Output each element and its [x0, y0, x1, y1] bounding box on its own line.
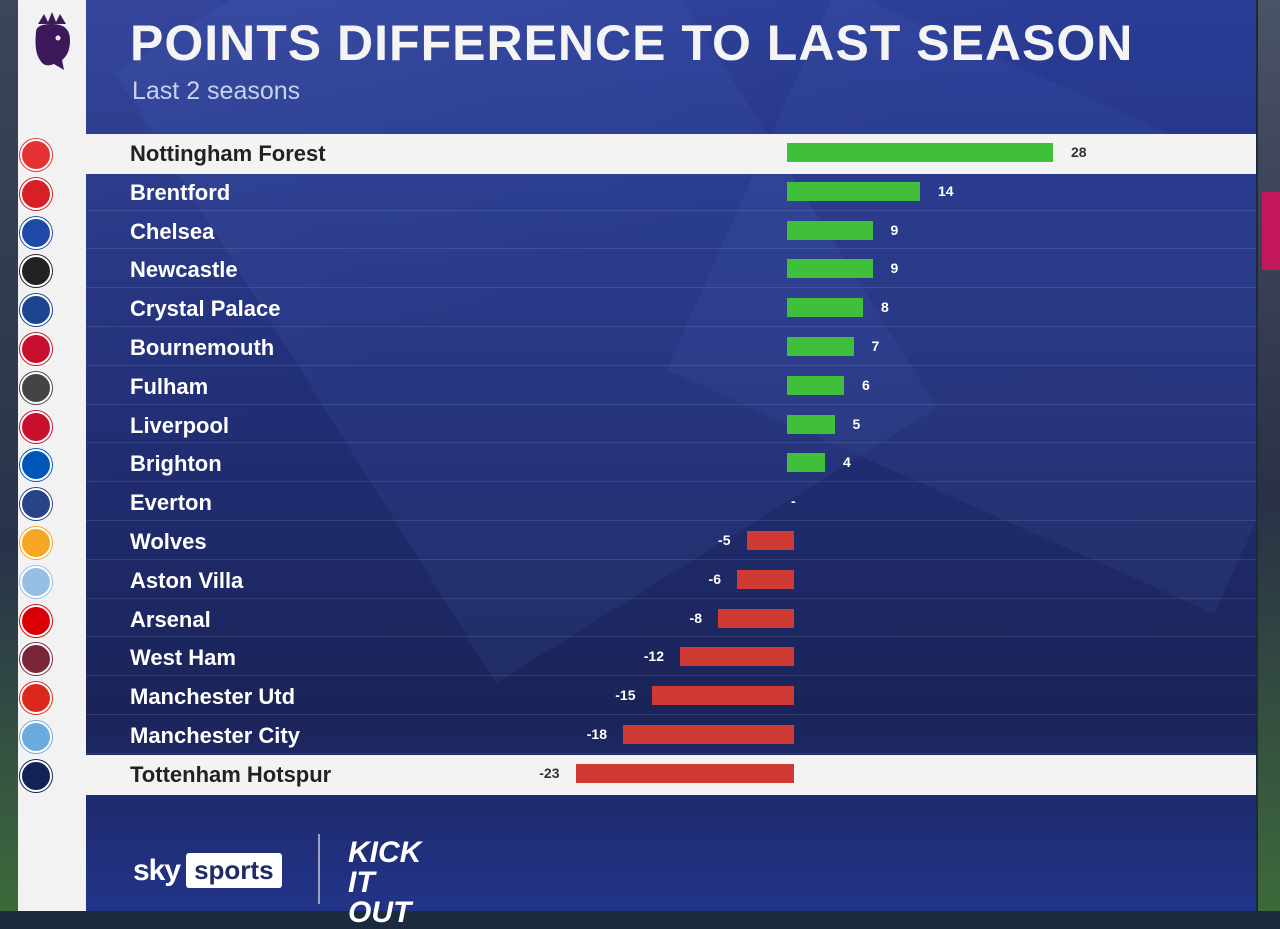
row-divider: [86, 403, 1256, 405]
wolves-badge-icon: [20, 527, 52, 559]
row-divider: [86, 442, 1256, 444]
fulham-badge-icon: [20, 371, 52, 404]
row-divider: [86, 636, 1256, 638]
team-label-liverpool: Liverpool: [130, 412, 230, 438]
value-label-arsenal: -8: [689, 609, 702, 626]
bar-manchester-city: [623, 725, 794, 744]
value-label-nottingham-forest: 28: [1071, 144, 1087, 160]
chelsea-badge-icon: [20, 216, 52, 249]
chart-subtitle: Last 2 seasons: [132, 77, 301, 105]
row-divider: [86, 520, 1256, 521]
row-divider: [86, 597, 1256, 599]
team-label-newcastle: Newcastle: [130, 257, 238, 283]
brighton-badge-icon: [20, 449, 52, 482]
row-divider: [86, 714, 1256, 715]
kick-it-out-logo: KICK IT OUT: [348, 836, 422, 929]
team-label-fulham: Fulham: [130, 373, 209, 399]
value-label-liverpool: 5: [852, 415, 861, 432]
value-label-fulham: 6: [862, 376, 870, 393]
team-label-manchester-utd: Manchester Utd: [130, 684, 296, 710]
value-label-wolves: -5: [718, 532, 731, 548]
value-label-brighton: 4: [843, 454, 851, 471]
team-label-everton: Everton: [130, 490, 212, 516]
sky-wordmark: sky: [133, 853, 181, 887]
bournemouth-badge-icon: [20, 333, 52, 365]
newcastle-badge-icon: [20, 255, 52, 288]
highlight-band-nottingham-forest: [86, 134, 1256, 174]
team-label-bournemouth: Bournemouth: [130, 335, 275, 360]
aston-villa-badge-icon: [20, 565, 52, 598]
tottenham-hotspur-badge-icon: [20, 759, 52, 792]
arsenal-badge-icon: [20, 604, 52, 637]
team-label-brighton: Brighton: [130, 451, 222, 477]
stadium-background-right: [1258, 0, 1280, 911]
bar-crystal-palace: [787, 298, 863, 318]
row-divider: [86, 675, 1256, 677]
bar-newcastle: [787, 259, 873, 279]
team-label-nottingham-forest: Nottingham Forest: [130, 141, 326, 166]
bar-wolves: [746, 531, 794, 550]
row-divider: [86, 326, 1256, 327]
west-ham-badge-icon: [20, 643, 52, 676]
bar-aston-villa: [737, 569, 794, 589]
row-divider: [86, 248, 1256, 250]
row-divider: [86, 209, 1256, 211]
nottingham-forest-badge-icon: [20, 139, 52, 171]
value-label-bournemouth: 7: [871, 338, 880, 354]
team-label-manchester-city: Manchester City: [130, 723, 300, 748]
value-label-tottenham-hotspur: -23: [539, 764, 560, 781]
bar-nottingham-forest: [787, 143, 1053, 162]
bar-liverpool: [787, 414, 835, 434]
row-divider: [86, 481, 1256, 483]
liverpool-badge-icon: [20, 410, 52, 443]
value-label-manchester-utd: -15: [615, 687, 636, 704]
manchester-utd-badge-icon: [20, 682, 52, 715]
stadium-background-left: [0, 0, 18, 911]
value-label-manchester-city: -18: [586, 726, 607, 742]
row-divider: [86, 287, 1256, 289]
manchester-city-badge-icon: [20, 721, 52, 753]
team-label-tottenham-hotspur: Tottenham Hotspur: [130, 761, 332, 787]
bar-manchester-utd: [651, 686, 794, 706]
team-label-arsenal: Arsenal: [130, 606, 211, 632]
bar-bournemouth: [787, 337, 854, 356]
value-label-newcastle: 9: [890, 260, 899, 277]
chart-title: POINTS DIFFERENCE TO LAST SEASON: [130, 15, 1134, 71]
team-label-crystal-palace: Crystal Palace: [130, 296, 281, 322]
value-label-brentford: 14: [938, 182, 954, 199]
value-label-crystal-palace: 8: [881, 299, 889, 316]
value-label-chelsea: 9: [890, 221, 899, 238]
bar-west-ham: [680, 647, 794, 667]
team-label-wolves: Wolves: [130, 529, 207, 554]
everton-badge-icon: [20, 488, 52, 521]
team-label-aston-villa: Aston Villa: [130, 567, 244, 593]
team-label-west-ham: West Ham: [130, 645, 236, 671]
sports-wordmark: sports: [186, 853, 282, 888]
value-label-aston-villa: -6: [708, 570, 721, 587]
bar-chelsea: [787, 220, 873, 240]
value-label-west-ham: -12: [643, 648, 664, 665]
bar-tottenham-hotspur: [575, 763, 794, 783]
row-divider: [86, 752, 1256, 754]
team-label-brentford: Brentford: [130, 179, 231, 205]
crystal-palace-badge-icon: [20, 294, 52, 327]
brentford-badge-icon: [20, 177, 52, 210]
bar-arsenal: [718, 608, 794, 628]
sky-sports-logo: sky sports: [133, 853, 282, 888]
premier-league-lion-icon: [35, 12, 70, 70]
row-divider: [86, 364, 1256, 366]
row-divider: [86, 558, 1256, 560]
bar-brighton: [787, 453, 825, 473]
bar-fulham: [787, 375, 844, 395]
bar-brentford: [787, 181, 920, 201]
team-label-chelsea: Chelsea: [130, 218, 215, 244]
value-label-everton: -: [791, 493, 796, 510]
footer-divider: [318, 834, 320, 904]
stadium-sign-accent: [1262, 192, 1280, 270]
